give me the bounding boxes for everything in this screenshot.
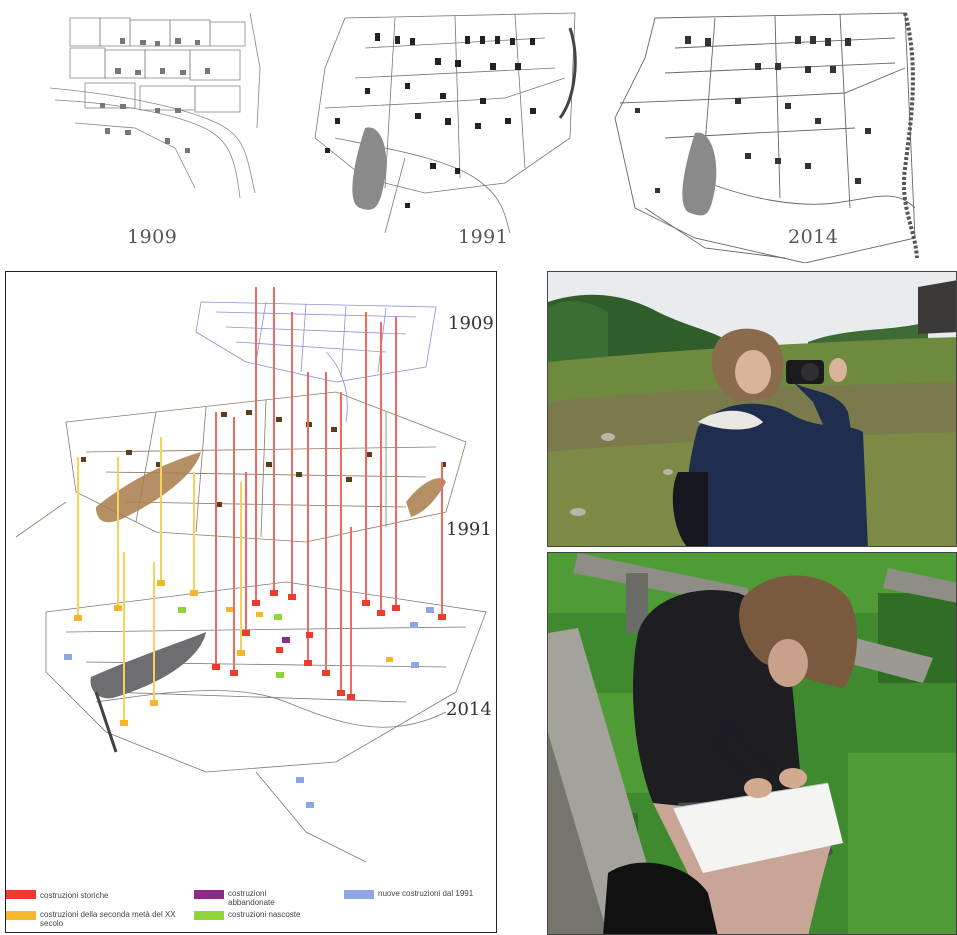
layer-2014 [45,581,487,863]
legend-swatch-historic [6,890,36,899]
layer-1909 [195,301,437,423]
legend-label-abandoned: costruzioni abbandonate [228,889,275,907]
legend-swatch-new [344,890,374,899]
legend-swatch-xx-century [6,911,36,920]
axonometric-drawing [15,287,487,863]
map-1991-year-label: 1991 [458,226,509,248]
legend-label-hidden: costruzioni nascoste [228,910,301,919]
legend-swatch-hidden [194,911,224,920]
axo-year-1991: 1991 [446,519,492,540]
legend-label-historic: costruzioni storiche [40,891,109,900]
map-1909-year-label: 1909 [127,226,178,248]
map-2014-year-label: 2014 [788,226,839,248]
photo-woman-writing [547,552,957,935]
axo-year-1909: 1909 [448,313,494,334]
map-1991 [314,12,577,233]
pillars-xx-century [77,437,242,722]
photo-woman-camera [547,271,957,547]
legend-label-xx-century: costruzioni della seconda metà del XX se… [40,910,176,928]
axonometric-diagram: 1909 1991 2014 costruzioni storiche cost… [5,271,497,933]
legend-swatch-abandoned [194,890,224,899]
map-1909 [49,12,261,199]
photo-woman-writing-image [548,553,956,934]
legend-label-new: nuove costruzioni dal 1991 [378,889,474,898]
pillars-historic [215,287,443,697]
axo-year-2014: 2014 [446,699,492,720]
photo-woman-camera-image [548,272,956,546]
map-2014 [614,12,919,263]
